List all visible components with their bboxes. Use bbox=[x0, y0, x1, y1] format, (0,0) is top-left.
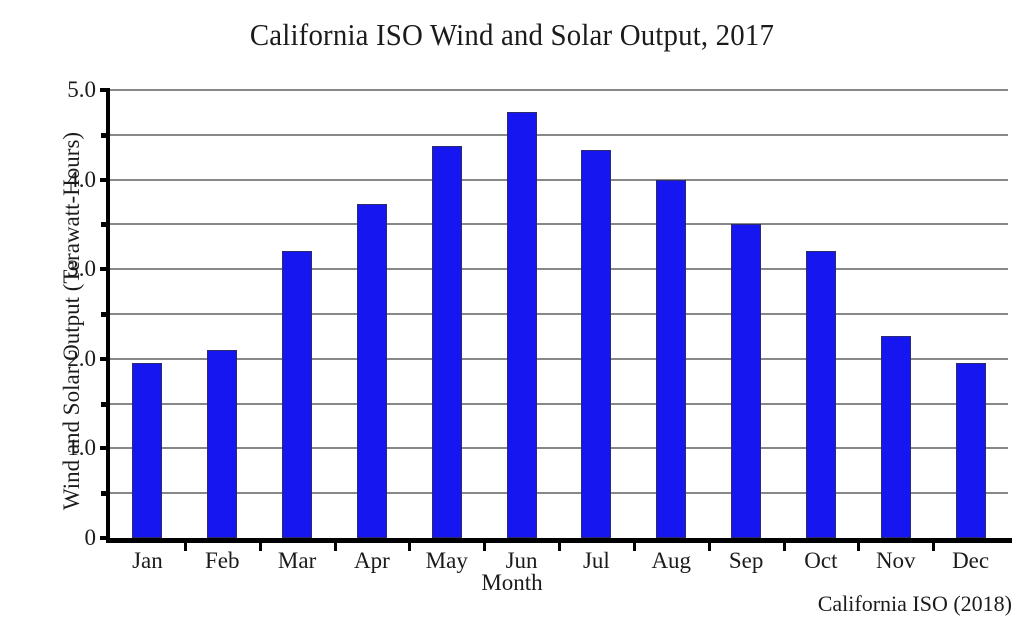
y-tick-major bbox=[100, 536, 110, 540]
x-tick bbox=[932, 543, 936, 551]
bar-nov bbox=[880, 336, 911, 538]
x-tick-label-feb: Feb bbox=[205, 548, 240, 573]
y-tick-major bbox=[100, 446, 110, 451]
x-axis-spine bbox=[106, 538, 1012, 543]
y-tick-label: 0 bbox=[84, 525, 97, 550]
y-tick-minor bbox=[101, 401, 110, 407]
bar-sep bbox=[731, 224, 762, 538]
y-tick-minor bbox=[101, 312, 110, 317]
x-tick-label-apr: Apr bbox=[354, 548, 390, 573]
gridline bbox=[110, 313, 1008, 315]
source-attribution: California ISO (2018) bbox=[817, 591, 1012, 616]
y-tick-major bbox=[100, 356, 110, 361]
bar-jul bbox=[581, 150, 612, 538]
x-tick bbox=[632, 543, 636, 551]
gridline bbox=[110, 447, 1008, 450]
y-tick-label: 4.0 bbox=[67, 166, 96, 192]
gridline bbox=[110, 402, 1008, 405]
x-tick bbox=[483, 543, 487, 551]
x-tick-label-dec: Dec bbox=[952, 548, 990, 573]
bar-oct bbox=[805, 251, 836, 538]
gridline bbox=[110, 357, 1008, 360]
y-tick-major bbox=[100, 267, 110, 272]
gridline bbox=[110, 133, 1008, 136]
x-tick-label-may: May bbox=[425, 548, 468, 573]
y-tick-label: 1.0 bbox=[67, 435, 96, 461]
x-tick bbox=[408, 543, 412, 551]
page-title: California ISO Wind and Solar Output, 20… bbox=[249, 17, 775, 52]
y-tick-label: 5.0 bbox=[67, 77, 96, 102]
x-tick bbox=[782, 543, 786, 551]
gridline bbox=[110, 268, 1008, 271]
bar-jun bbox=[506, 112, 537, 538]
x-tick-label-jul: Jul bbox=[582, 548, 610, 573]
gridline bbox=[110, 492, 1008, 495]
x-tick bbox=[558, 543, 561, 551]
x-tick bbox=[333, 543, 337, 551]
bar-aug bbox=[656, 179, 687, 538]
bar-jan bbox=[132, 363, 163, 538]
x-tick-label-mar: Mar bbox=[277, 548, 317, 573]
y-tick-minor bbox=[101, 222, 110, 228]
bar-feb bbox=[207, 349, 238, 538]
plot-area bbox=[110, 89, 1008, 538]
x-tick-label-jun: Jun bbox=[505, 548, 538, 573]
x-tick-label-oct: Oct bbox=[804, 548, 838, 573]
y-axis-tick-labels: 0 1.0 2.0 3.0 4.0 5.0 bbox=[30, 0, 96, 625]
x-axis-label: Month bbox=[481, 570, 543, 595]
x-tick-label-jan: Jan bbox=[132, 548, 163, 573]
y-tick-label: 2.0 bbox=[67, 345, 96, 371]
x-tick bbox=[183, 543, 187, 551]
x-tick-label-nov: Nov bbox=[875, 548, 916, 573]
bar-dec bbox=[955, 363, 986, 538]
y-tick-minor bbox=[101, 132, 110, 138]
gridline bbox=[110, 178, 1008, 181]
y-tick-label: 3.0 bbox=[67, 256, 96, 282]
y-tick-minor bbox=[101, 491, 110, 497]
x-tick-label-sep: Sep bbox=[728, 548, 764, 573]
y-tick-major bbox=[100, 177, 110, 182]
bar-may bbox=[431, 146, 462, 538]
bar-apr bbox=[356, 203, 387, 538]
x-tick bbox=[258, 543, 262, 551]
gridline bbox=[110, 89, 1008, 91]
x-tick bbox=[857, 543, 861, 551]
x-tick bbox=[707, 543, 711, 551]
y-tick-major bbox=[100, 88, 110, 92]
x-tick-label-aug: Aug bbox=[651, 548, 692, 573]
gridline bbox=[110, 223, 1008, 226]
bar-mar bbox=[282, 251, 313, 538]
